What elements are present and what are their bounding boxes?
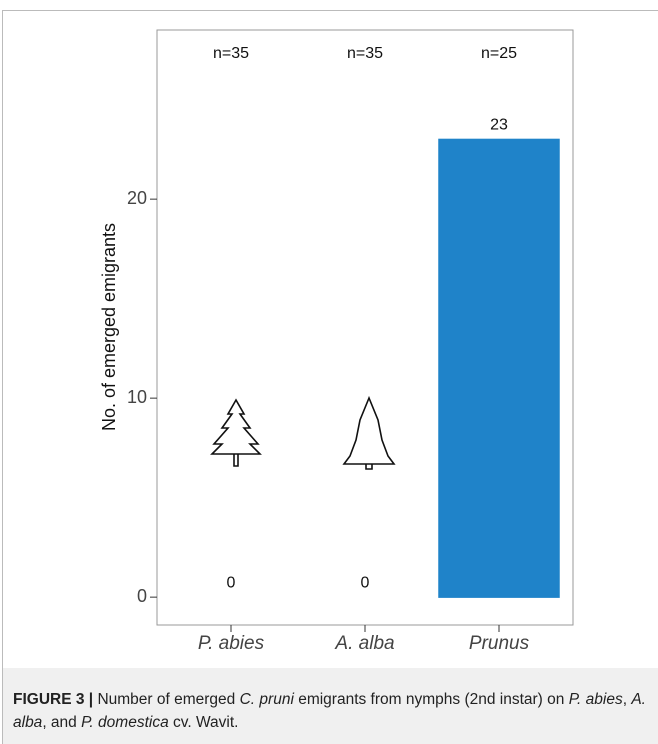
caption-text: cv. Wavit. [168,714,239,731]
bar [438,138,560,598]
caption-text: , and [42,714,82,731]
spruce-icon [210,398,262,467]
y-axis-label: No. of emerged emigrants [99,223,119,431]
y-tick-label: 20 [127,188,147,208]
figure-frame [2,10,658,744]
y-tick-label: 0 [137,586,147,606]
x-tick-label: Prunus [469,633,530,654]
value-label: 0 [361,574,370,591]
x-tick-label: A. alba [334,633,394,654]
caption-text: emigrants from nymphs (2nd instar) on [293,691,569,708]
caption: FIGURE 3 | Number of emerged C. pruni em… [3,668,658,744]
sample-size: n=35 [213,45,249,62]
caption-text: Number of emerged [93,691,240,708]
caption-label: FIGURE 3 | [13,691,94,708]
sample-size: n=35 [347,45,383,62]
x-tick-label: P. abies [198,633,265,654]
value-label: 23 [490,117,508,134]
chart: No. of emerged emigrants 0 10 20 P. abies n=… [99,29,574,654]
y-tick-label: 10 [127,387,147,407]
fir-icon [342,395,396,470]
caption-text: A. alba [13,691,651,731]
value-label: 0 [227,574,236,591]
sample-size: n=25 [481,45,517,62]
caption-text: , [622,691,632,708]
caption-text: P. domestica [81,714,169,731]
caption-text: C. pruni [239,691,294,708]
caption-text: P. abies [568,691,623,708]
